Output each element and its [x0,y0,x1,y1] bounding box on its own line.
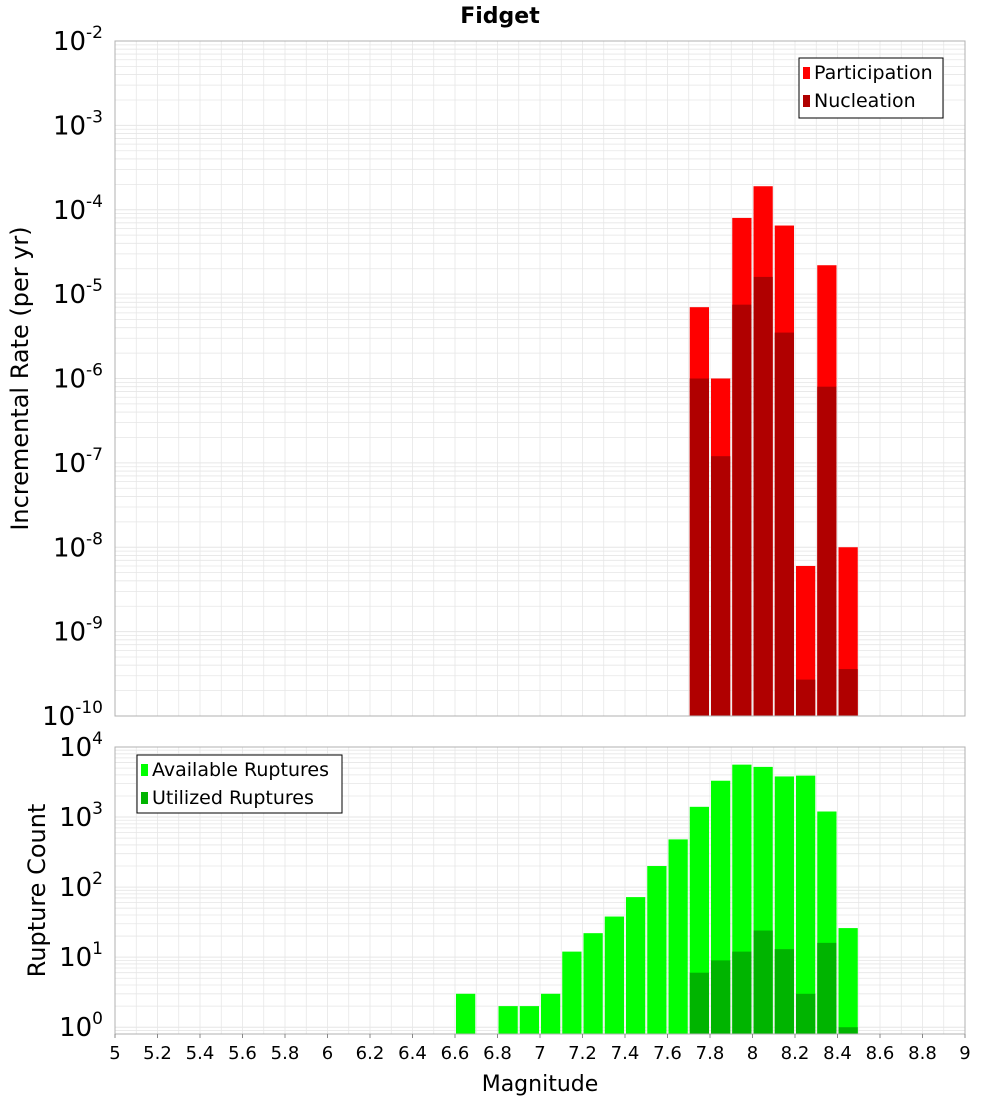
y-tick-label: 101 [59,939,103,973]
bar-nucleation [711,456,731,716]
legend-box [136,754,343,814]
y-tick-label: 10-3 [53,107,103,141]
bar-utilized-ruptures [732,951,752,1034]
x-tick-label: 6.4 [398,1043,427,1064]
grid [114,41,966,717]
y-tick-label: 103 [59,799,103,833]
x-tick-label: 8.4 [823,1043,852,1064]
legend-swatch [803,67,810,79]
legend: Participation Nucleation [798,57,944,119]
legend-label: Nucleation [814,90,916,112]
bar-nucleation [753,276,773,716]
legend-swatch [803,95,810,107]
bar-available-ruptures [583,933,603,1034]
bar-available-ruptures [796,775,816,1034]
bar-nucleation [732,304,752,716]
x-tick-label: 6 [322,1043,333,1064]
y-tick-label: 10-6 [53,361,103,395]
bar-utilized-ruptures [838,1027,858,1034]
bar-available-ruptures [562,951,582,1034]
bar-available-ruptures [668,839,688,1034]
x-tick-label: 5.4 [186,1043,215,1064]
legend: Available Ruptures Utilized Ruptures [136,754,343,814]
bar-nucleation [774,332,794,716]
bar-utilized-ruptures [753,930,773,1034]
x-tick-label: 8 [747,1043,758,1064]
y-tick-label: 10-5 [53,276,103,310]
y-tick-label: 10-2 [53,23,103,57]
y-tick-label: 10-4 [53,192,103,226]
x-tick-label: 8.6 [866,1043,895,1064]
x-tick-label: 6.2 [356,1043,385,1064]
y-axis-label: Incremental Rate (per yr) [6,226,34,530]
bar-utilized-ruptures [774,949,794,1034]
x-tick-label: 5.8 [271,1043,300,1064]
bar-available-ruptures [519,1006,539,1034]
y-tick-label: 102 [59,869,103,903]
x-tick-label: 8.8 [908,1043,937,1064]
bar-utilized-ruptures [711,960,731,1034]
x-tick-label: 5 [109,1043,120,1064]
x-tick-label: 7.4 [611,1043,640,1064]
y-tick-label: 10-8 [53,529,103,563]
y-axis-label: Rupture Count [23,804,51,978]
x-tick-label: 7.8 [696,1043,725,1064]
x-tick-label: 6.8 [483,1043,512,1064]
plot-border [114,40,966,717]
x-axis-label: Magnitude [482,1072,599,1097]
x-tick-label: 7.2 [568,1043,597,1064]
y-tick-label: 100 [59,1009,103,1043]
x-tick-label: 9 [959,1043,970,1064]
x-tick-label: 8.2 [781,1043,810,1064]
x-tick-label: 5.6 [228,1043,257,1064]
bar-nucleation [838,669,858,716]
x-tick-label: 7.6 [653,1043,682,1064]
legend-swatch [141,792,148,804]
y-tick-label: 104 [59,729,103,763]
bar-available-ruptures [647,866,667,1034]
bars [456,764,858,1034]
y-tick-label: 10-9 [53,614,103,648]
chart-title: Fidget [460,4,540,29]
legend-swatch [141,764,148,776]
bar-available-ruptures [604,916,624,1034]
x-tick-label: 5.2 [143,1043,172,1064]
legend-label: Participation [814,62,933,84]
bar-available-ruptures [498,1006,518,1034]
bar-nucleation [689,378,709,716]
bars [689,186,858,716]
bar-utilized-ruptures [817,942,837,1034]
bar-available-ruptures [626,897,646,1034]
bar-nucleation [796,679,816,716]
x-tick-label: 6.6 [441,1043,470,1064]
bar-participation [796,565,816,716]
bar-nucleation [817,386,837,716]
y-tick-label: 10-10 [42,698,103,732]
bar-available-ruptures [838,928,858,1034]
legend-box [798,57,944,119]
bar-utilized-ruptures [796,993,816,1034]
x-tick-label: 7 [534,1043,545,1064]
legend-label: Available Ruptures [152,759,329,781]
bar-utilized-ruptures [689,972,709,1034]
y-tick-label: 10-7 [53,445,103,479]
bar-available-ruptures [541,993,561,1034]
bar-available-ruptures [456,993,476,1034]
legend-label: Utilized Ruptures [152,787,314,809]
